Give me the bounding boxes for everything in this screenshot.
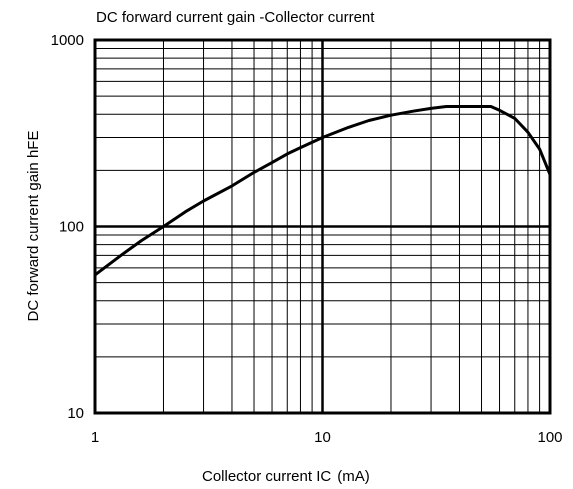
grid [95, 40, 550, 413]
y-tick-label: 1000 [51, 32, 84, 49]
y-tick-label: 10 [67, 405, 84, 422]
x-axis-label-unit: (mA) [337, 468, 370, 485]
plot-frame [93, 38, 552, 415]
y-tick-label: 100 [59, 219, 84, 236]
tick-labels: 1 10 100 10 100 1000 [51, 32, 563, 446]
series-line [93, 105, 552, 277]
x-tick-label: 10 [314, 429, 331, 446]
x-axis-label-sub: C [320, 468, 331, 485]
x-tick-label: 1 [91, 429, 99, 446]
x-axis-label: Collector current IC (mA) [202, 468, 370, 485]
x-tick-label: 100 [537, 429, 562, 446]
x-axis-label-text: Collector current I [202, 468, 320, 485]
chart-title: DC forward current gain -Collector curre… [96, 9, 375, 26]
y-axis-label: DC forward current gain hFE [25, 131, 42, 322]
